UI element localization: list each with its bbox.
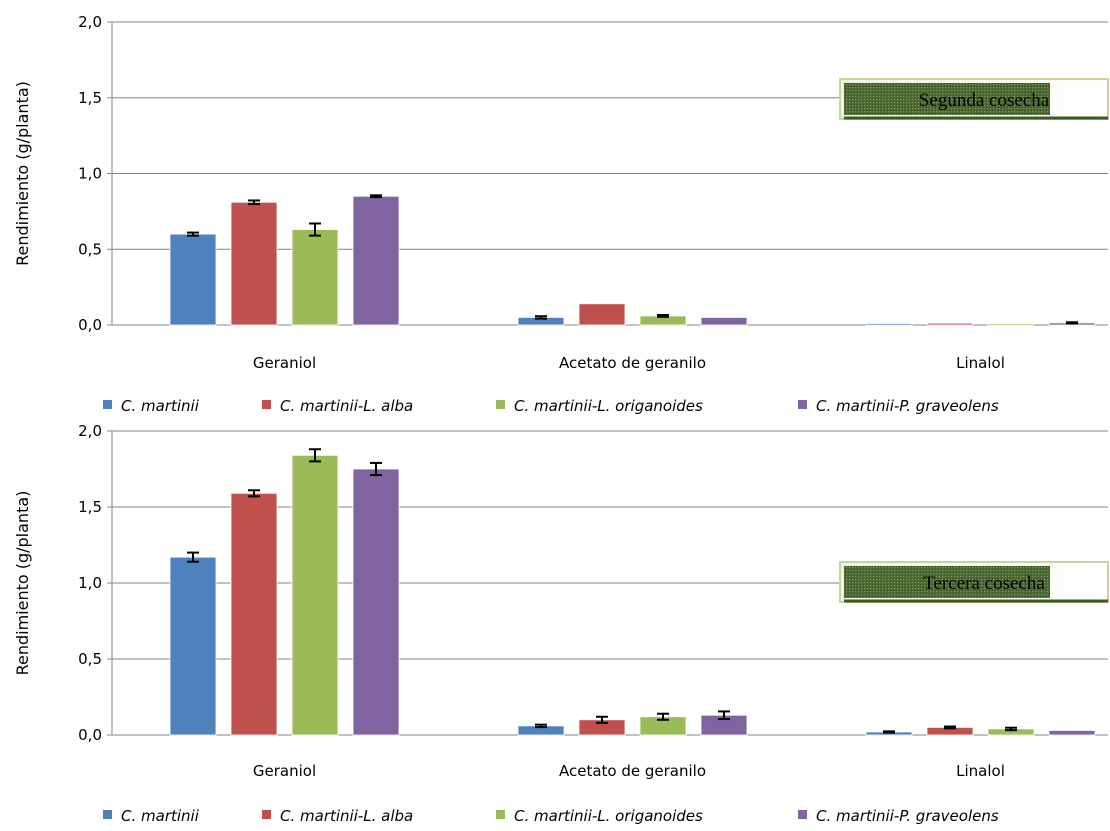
legend-swatch: [262, 400, 271, 409]
legend-swatch: [103, 400, 112, 409]
x-category-label: Linalol: [956, 762, 1005, 780]
legend-label: C. martinii: [121, 807, 200, 825]
y-tick-label: 0,5: [78, 240, 102, 258]
y-axis-label: Rendimiento (g/planta): [13, 81, 32, 266]
y-tick-label: 0,0: [78, 726, 102, 744]
chart-panel-top: 0,0 0,5 1,0 1,5 2,0 Rendimiento (g/planta) Ger…: [13, 13, 1109, 415]
legend-label: C. martinii-P. graveolens: [816, 397, 999, 415]
bar: [1048, 730, 1096, 736]
annotation-label: Tercera cosecha: [923, 573, 1045, 594]
legend-label: C. martinii: [121, 397, 200, 415]
annotation-fill: [844, 566, 1050, 598]
x-category-label: Acetato de geranilo: [559, 354, 706, 372]
y-tick-label: 1,5: [78, 498, 102, 516]
bar: [352, 195, 400, 326]
legend-label: C. martinii-L. origanoides: [514, 397, 703, 415]
legend-swatch: [798, 810, 807, 819]
bar: [291, 229, 339, 326]
legend-swatch: [262, 810, 271, 819]
chart-panel-bottom: 0,0 0,5 1,0 1,5 2,0 Rendimiento (g/planta) Ger…: [13, 422, 1109, 825]
y-tick-label: 2,0: [78, 422, 102, 440]
x-category-label: Linalol: [956, 354, 1005, 372]
bar: [169, 556, 217, 736]
bar: [291, 454, 339, 736]
x-category-label: Geraniol: [253, 354, 316, 372]
legend-label: C. martinii-L. alba: [280, 807, 413, 825]
bar: [700, 317, 748, 326]
legend-label: C. martinii-P. graveolens: [816, 807, 999, 825]
y-tick-label: 1,0: [78, 165, 102, 183]
bar: [230, 201, 278, 326]
bar: [926, 322, 974, 326]
bar: [578, 303, 626, 326]
annotation-fill: [844, 83, 1050, 115]
legend-label: C. martinii-L. origanoides: [514, 807, 703, 825]
legend-swatch: [103, 810, 112, 819]
bar: [169, 233, 217, 326]
y-axis-label: Rendimiento (g/planta): [13, 491, 32, 676]
y-tick-label: 1,0: [78, 574, 102, 592]
legend-swatch: [798, 400, 807, 409]
x-category-label: Geraniol: [253, 762, 316, 780]
x-category-label: Acetato de geranilo: [559, 762, 706, 780]
y-tick-label: 1,5: [78, 89, 102, 107]
legend-swatch: [496, 400, 505, 409]
bar: [352, 468, 400, 736]
legend-label: C. martinii-L. alba: [280, 397, 413, 415]
y-tick-label: 2,0: [78, 13, 102, 31]
y-tick-label: 0,5: [78, 650, 102, 668]
bar: [230, 492, 278, 736]
annotation-label: Segunda cosecha: [919, 90, 1050, 111]
legend-swatch: [496, 810, 505, 819]
bar: [865, 323, 913, 326]
y-tick-label: 0,0: [78, 316, 102, 334]
bar: [987, 323, 1035, 326]
